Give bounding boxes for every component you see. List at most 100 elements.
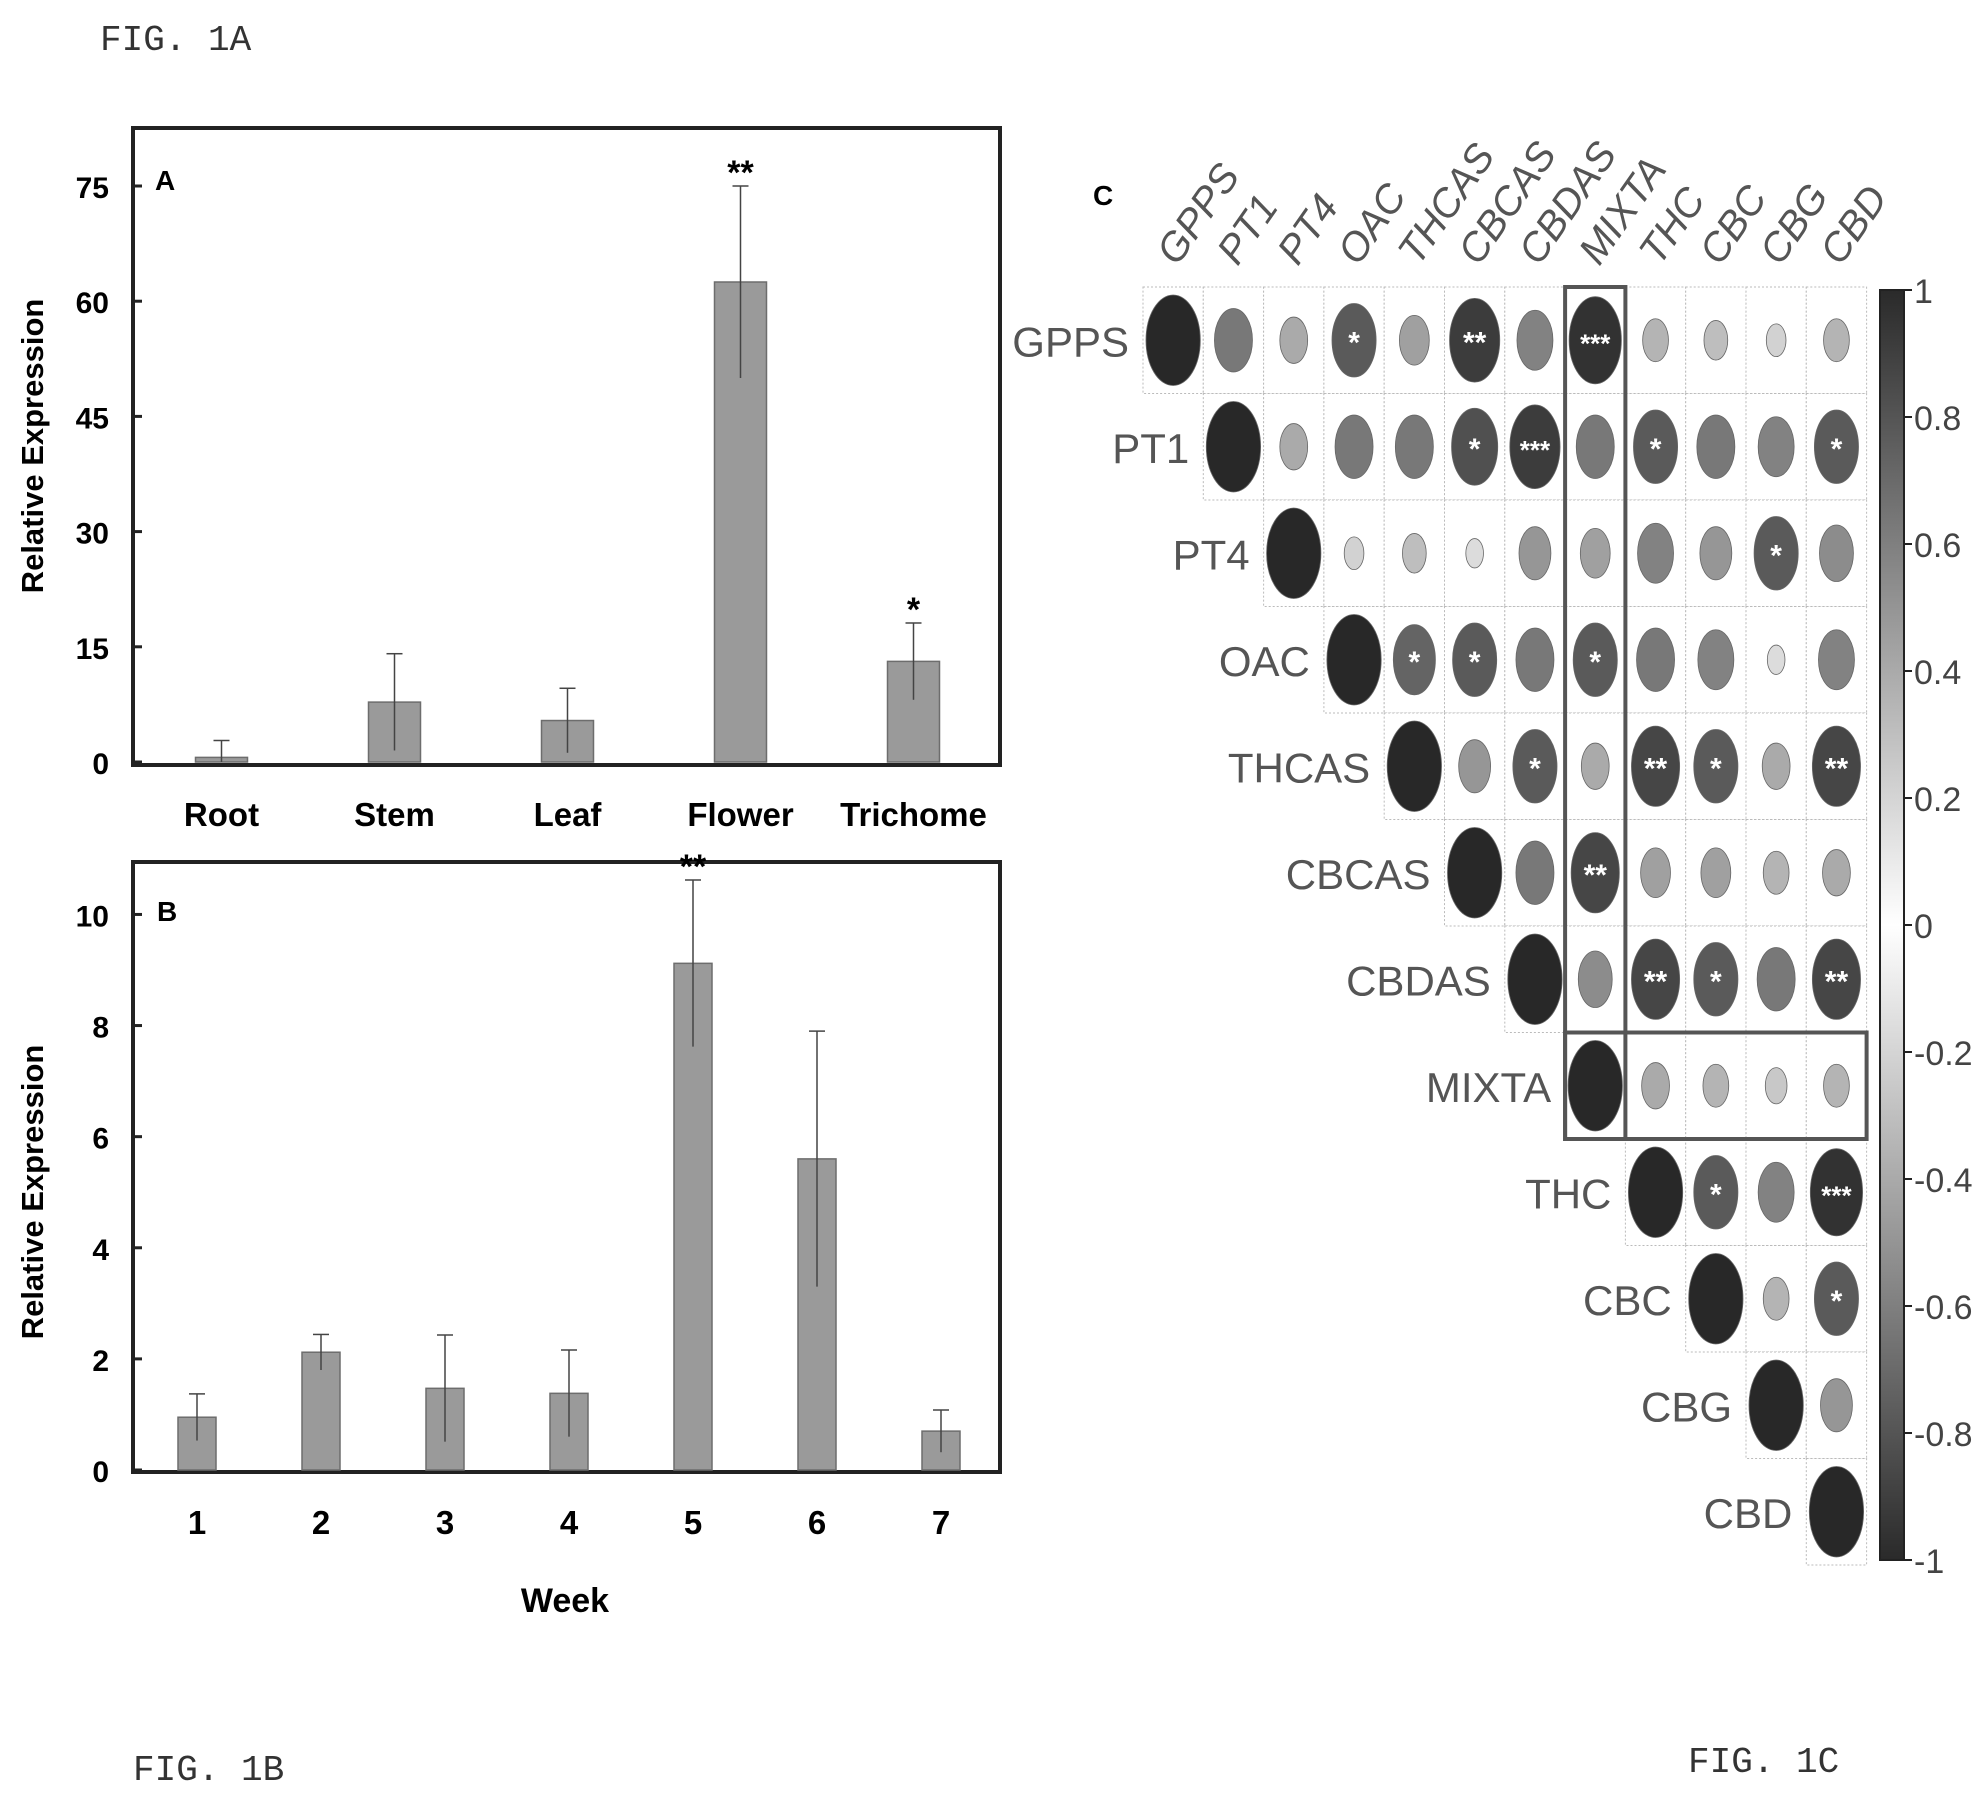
- correlation-circle: [1449, 297, 1501, 383]
- panel-a-y-axis-label: Relative Expression: [15, 299, 50, 594]
- figure-label-1b: FIG. 1B: [133, 1750, 284, 1791]
- correlation-circle: [1820, 1378, 1853, 1433]
- correlation-circle: [1279, 423, 1309, 471]
- panel-b-significance: **: [680, 848, 707, 886]
- heatmap-cell: [1745, 606, 1807, 714]
- significance-stars: *: [1469, 433, 1481, 466]
- correlation-circle: [1808, 1466, 1864, 1558]
- correlation-circle: [1633, 409, 1679, 484]
- colorbar: [1879, 289, 1905, 1561]
- panel-b-y-tick-label: 6: [92, 1123, 109, 1156]
- colorbar-tick-label: 0.2: [1914, 781, 1961, 819]
- significance-stars: *: [1469, 646, 1481, 679]
- significance-stars: ***: [1580, 328, 1611, 358]
- panel-a-frame: [131, 126, 1002, 767]
- correlation-circle: [1753, 516, 1799, 591]
- colorbar-tick-label: 0: [1914, 908, 1933, 946]
- correlation-circle: [1748, 1359, 1804, 1451]
- correlation-circle: [1765, 323, 1787, 358]
- correlation-circle: [1518, 526, 1552, 581]
- heatmap-row-label: CBDAS: [1346, 957, 1491, 1004]
- significance-stars: **: [1825, 752, 1849, 785]
- panel-b-category-label: 2: [312, 1504, 330, 1541]
- correlation-circle: [1762, 850, 1790, 895]
- correlation-circle: [1509, 404, 1561, 490]
- correlation-circle: [1205, 401, 1261, 493]
- correlation-circle: [1628, 1146, 1684, 1238]
- correlation-circle: [1447, 827, 1503, 919]
- heatmap-row-label: MIXTA: [1426, 1064, 1551, 1111]
- heatmap-row-label: CBC: [1583, 1277, 1672, 1324]
- correlation-circle: [1266, 507, 1322, 599]
- correlation-circle: [1813, 1261, 1859, 1336]
- correlation-circle: [1458, 739, 1492, 794]
- heatmap-cell: [1745, 819, 1807, 927]
- panel-b-frame: [131, 860, 1002, 1474]
- correlation-circle: [1568, 296, 1622, 385]
- correlation-circle: [1579, 527, 1611, 579]
- panel-a-category-label: Root: [184, 796, 259, 833]
- panel-b-y-tick-label: 10: [76, 900, 109, 933]
- colorbar-tick-label: -0.4: [1914, 1162, 1973, 1200]
- correlation-circle: [1762, 1276, 1790, 1321]
- panel-b-y-tick-label: 8: [92, 1012, 109, 1045]
- heatmap-row-label: PT1: [1112, 425, 1189, 472]
- heatmap-column-label: CBG: [1751, 176, 1837, 272]
- correlation-circle: [1507, 933, 1563, 1025]
- correlation-circle: [1631, 938, 1681, 1020]
- panel-a-y-tick-label: 60: [76, 287, 109, 320]
- heatmap-column-label: PT4: [1269, 187, 1347, 272]
- correlation-circle: [1575, 414, 1615, 479]
- correlation-circle: [1822, 849, 1851, 897]
- correlation-circle: [1515, 627, 1555, 692]
- correlation-circle: [1214, 308, 1253, 373]
- panel-a-category-label: Leaf: [534, 796, 603, 833]
- correlation-circle: [1631, 725, 1681, 807]
- heatmap-row-label: OAC: [1219, 638, 1310, 685]
- correlation-circle: [1693, 729, 1739, 804]
- correlation-circle: [1693, 942, 1739, 1017]
- significance-stars: *: [1409, 646, 1421, 679]
- panel-b-category-label: 5: [684, 1504, 702, 1541]
- heatmap-column-label: CBD: [1812, 178, 1896, 272]
- correlation-circle: [1637, 522, 1674, 584]
- correlation-circle: [1703, 320, 1729, 361]
- panel-b-bar: [301, 1351, 341, 1471]
- significance-stars: *: [1831, 433, 1843, 466]
- heatmap-row-label: CBCAS: [1286, 851, 1431, 898]
- heatmap-column-label: OAC: [1329, 175, 1415, 272]
- significance-stars: **: [1463, 326, 1487, 359]
- panel-a-y-tick-label: 15: [76, 633, 109, 666]
- correlation-circle: [1343, 536, 1365, 571]
- panel-a-category-label: Flower: [687, 796, 794, 833]
- panel-b-y-tick-label: 4: [92, 1234, 109, 1267]
- panel-a-significance: *: [907, 591, 921, 629]
- significance-stars: *: [1710, 1178, 1722, 1211]
- correlation-circle: [1331, 303, 1377, 378]
- correlation-circle: [1697, 629, 1735, 691]
- correlation-circle: [1761, 742, 1791, 790]
- correlation-circle: [1809, 1148, 1863, 1237]
- correlation-circle: [1451, 407, 1499, 486]
- significance-stars: ***: [1520, 435, 1551, 465]
- panel-a-y-tick-label: 45: [76, 402, 109, 435]
- correlation-circle: [1572, 622, 1618, 697]
- figure-label-1a: FIG. 1A: [100, 20, 252, 61]
- correlation-circle: [1577, 950, 1613, 1008]
- correlation-circle: [1145, 294, 1201, 386]
- heatmap-row-label: THC: [1525, 1170, 1611, 1217]
- correlation-circle: [1570, 832, 1620, 914]
- correlation-circle: [1764, 1067, 1788, 1105]
- significance-stars: *: [1710, 752, 1722, 785]
- panel-a-significance: **: [727, 154, 754, 192]
- correlation-circle: [1567, 1040, 1623, 1132]
- panel-a-y-tick-label: 75: [76, 172, 109, 205]
- correlation-circle: [1279, 316, 1309, 364]
- colorbar-tick-label: 0.4: [1914, 654, 1961, 692]
- correlation-circle: [1819, 524, 1854, 582]
- panel-c-label: C: [1093, 180, 1113, 211]
- panel-a-label: A: [155, 165, 175, 196]
